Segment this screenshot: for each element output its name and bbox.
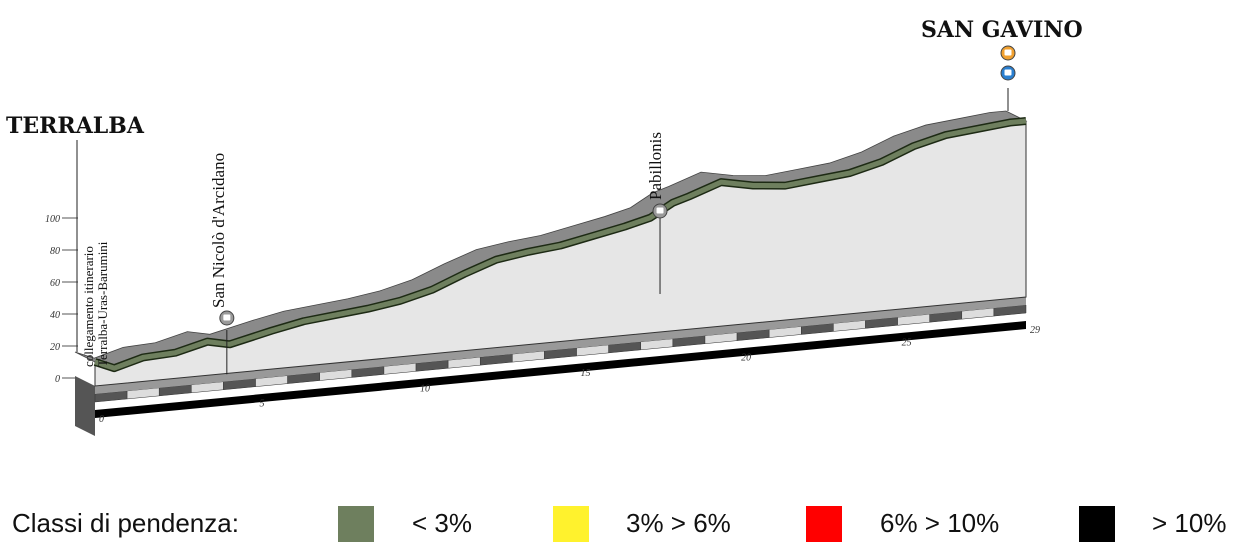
y-tick-label: 60: [50, 278, 60, 289]
elevation-profile: 0 20 40 60 80 100 0 5 10 15 20 25 29 TERRALBA SAN G…: [6, 17, 1083, 436]
legend-label-3: 6% > 10%: [880, 508, 1000, 538]
start-town-label: TERRALBA: [6, 113, 145, 139]
legend-label-4: > 10%: [1152, 508, 1227, 538]
train-icon-glyph: [1004, 49, 1012, 56]
y-tick-label: 80: [50, 246, 60, 257]
legend-label-2: 3% > 6%: [626, 508, 731, 538]
route-note-line-2: Terralba-Uras-Barumini: [95, 241, 110, 367]
km-bar-back: [95, 321, 1026, 418]
bus-icon: [1000, 65, 1016, 81]
legend-title: Classi di pendenza:: [12, 508, 239, 538]
legend-swatch-1: [338, 506, 374, 542]
intermediate-town-label-1: San Nicolò d'Arcidano: [209, 153, 228, 308]
x-tick-label: 25: [902, 337, 912, 348]
legend-swatch-2: [553, 506, 589, 542]
station-icon: [219, 310, 235, 326]
x-tick-label: 0: [99, 414, 104, 425]
profile-base-strip: [95, 297, 1026, 394]
legend-swatch-3: [806, 506, 842, 542]
route-note-line-1: collegamento itinerario: [81, 246, 96, 367]
y-tick-label: 0: [55, 374, 60, 385]
x-tick-label: 29: [1030, 325, 1040, 336]
profile-start-face: [75, 376, 95, 436]
y-axis: 0 20 40 60 80 100: [45, 214, 78, 385]
y-tick-label: 100: [45, 214, 60, 225]
intermediate-town-label-2: Pabillonis: [646, 132, 665, 200]
legend-swatch-4: [1079, 506, 1115, 542]
slope-line: [94, 118, 1027, 371]
finish-town-label: SAN GAVINO: [921, 17, 1083, 43]
profile-base: [75, 321, 1026, 436]
slope-legend: Classi di pendenza: < 3% 3% > 6% 6% > 10…: [0, 500, 1236, 550]
profile-surface: [74, 110, 1028, 387]
y-tick-label: 20: [50, 342, 60, 353]
legend-label-1: < 3%: [412, 508, 472, 538]
x-axis: 0 5 10 15 20 25 29: [94, 297, 1040, 425]
train-icon: [1000, 45, 1016, 61]
x-tick-label: 15: [581, 368, 591, 379]
station-icon-glyph: [223, 314, 231, 321]
y-tick-label: 40: [50, 310, 60, 321]
station-icon: [652, 203, 668, 219]
station-icon-glyph: [656, 207, 664, 214]
bus-icon-glyph: [1004, 69, 1012, 76]
x-tick-label: 10: [420, 383, 430, 394]
x-tick-label: 5: [260, 399, 265, 410]
x-tick-label: 20: [741, 353, 751, 364]
place-markers: TERRALBA SAN GAVINO San Nicolò d'Arcidan…: [6, 17, 1083, 375]
